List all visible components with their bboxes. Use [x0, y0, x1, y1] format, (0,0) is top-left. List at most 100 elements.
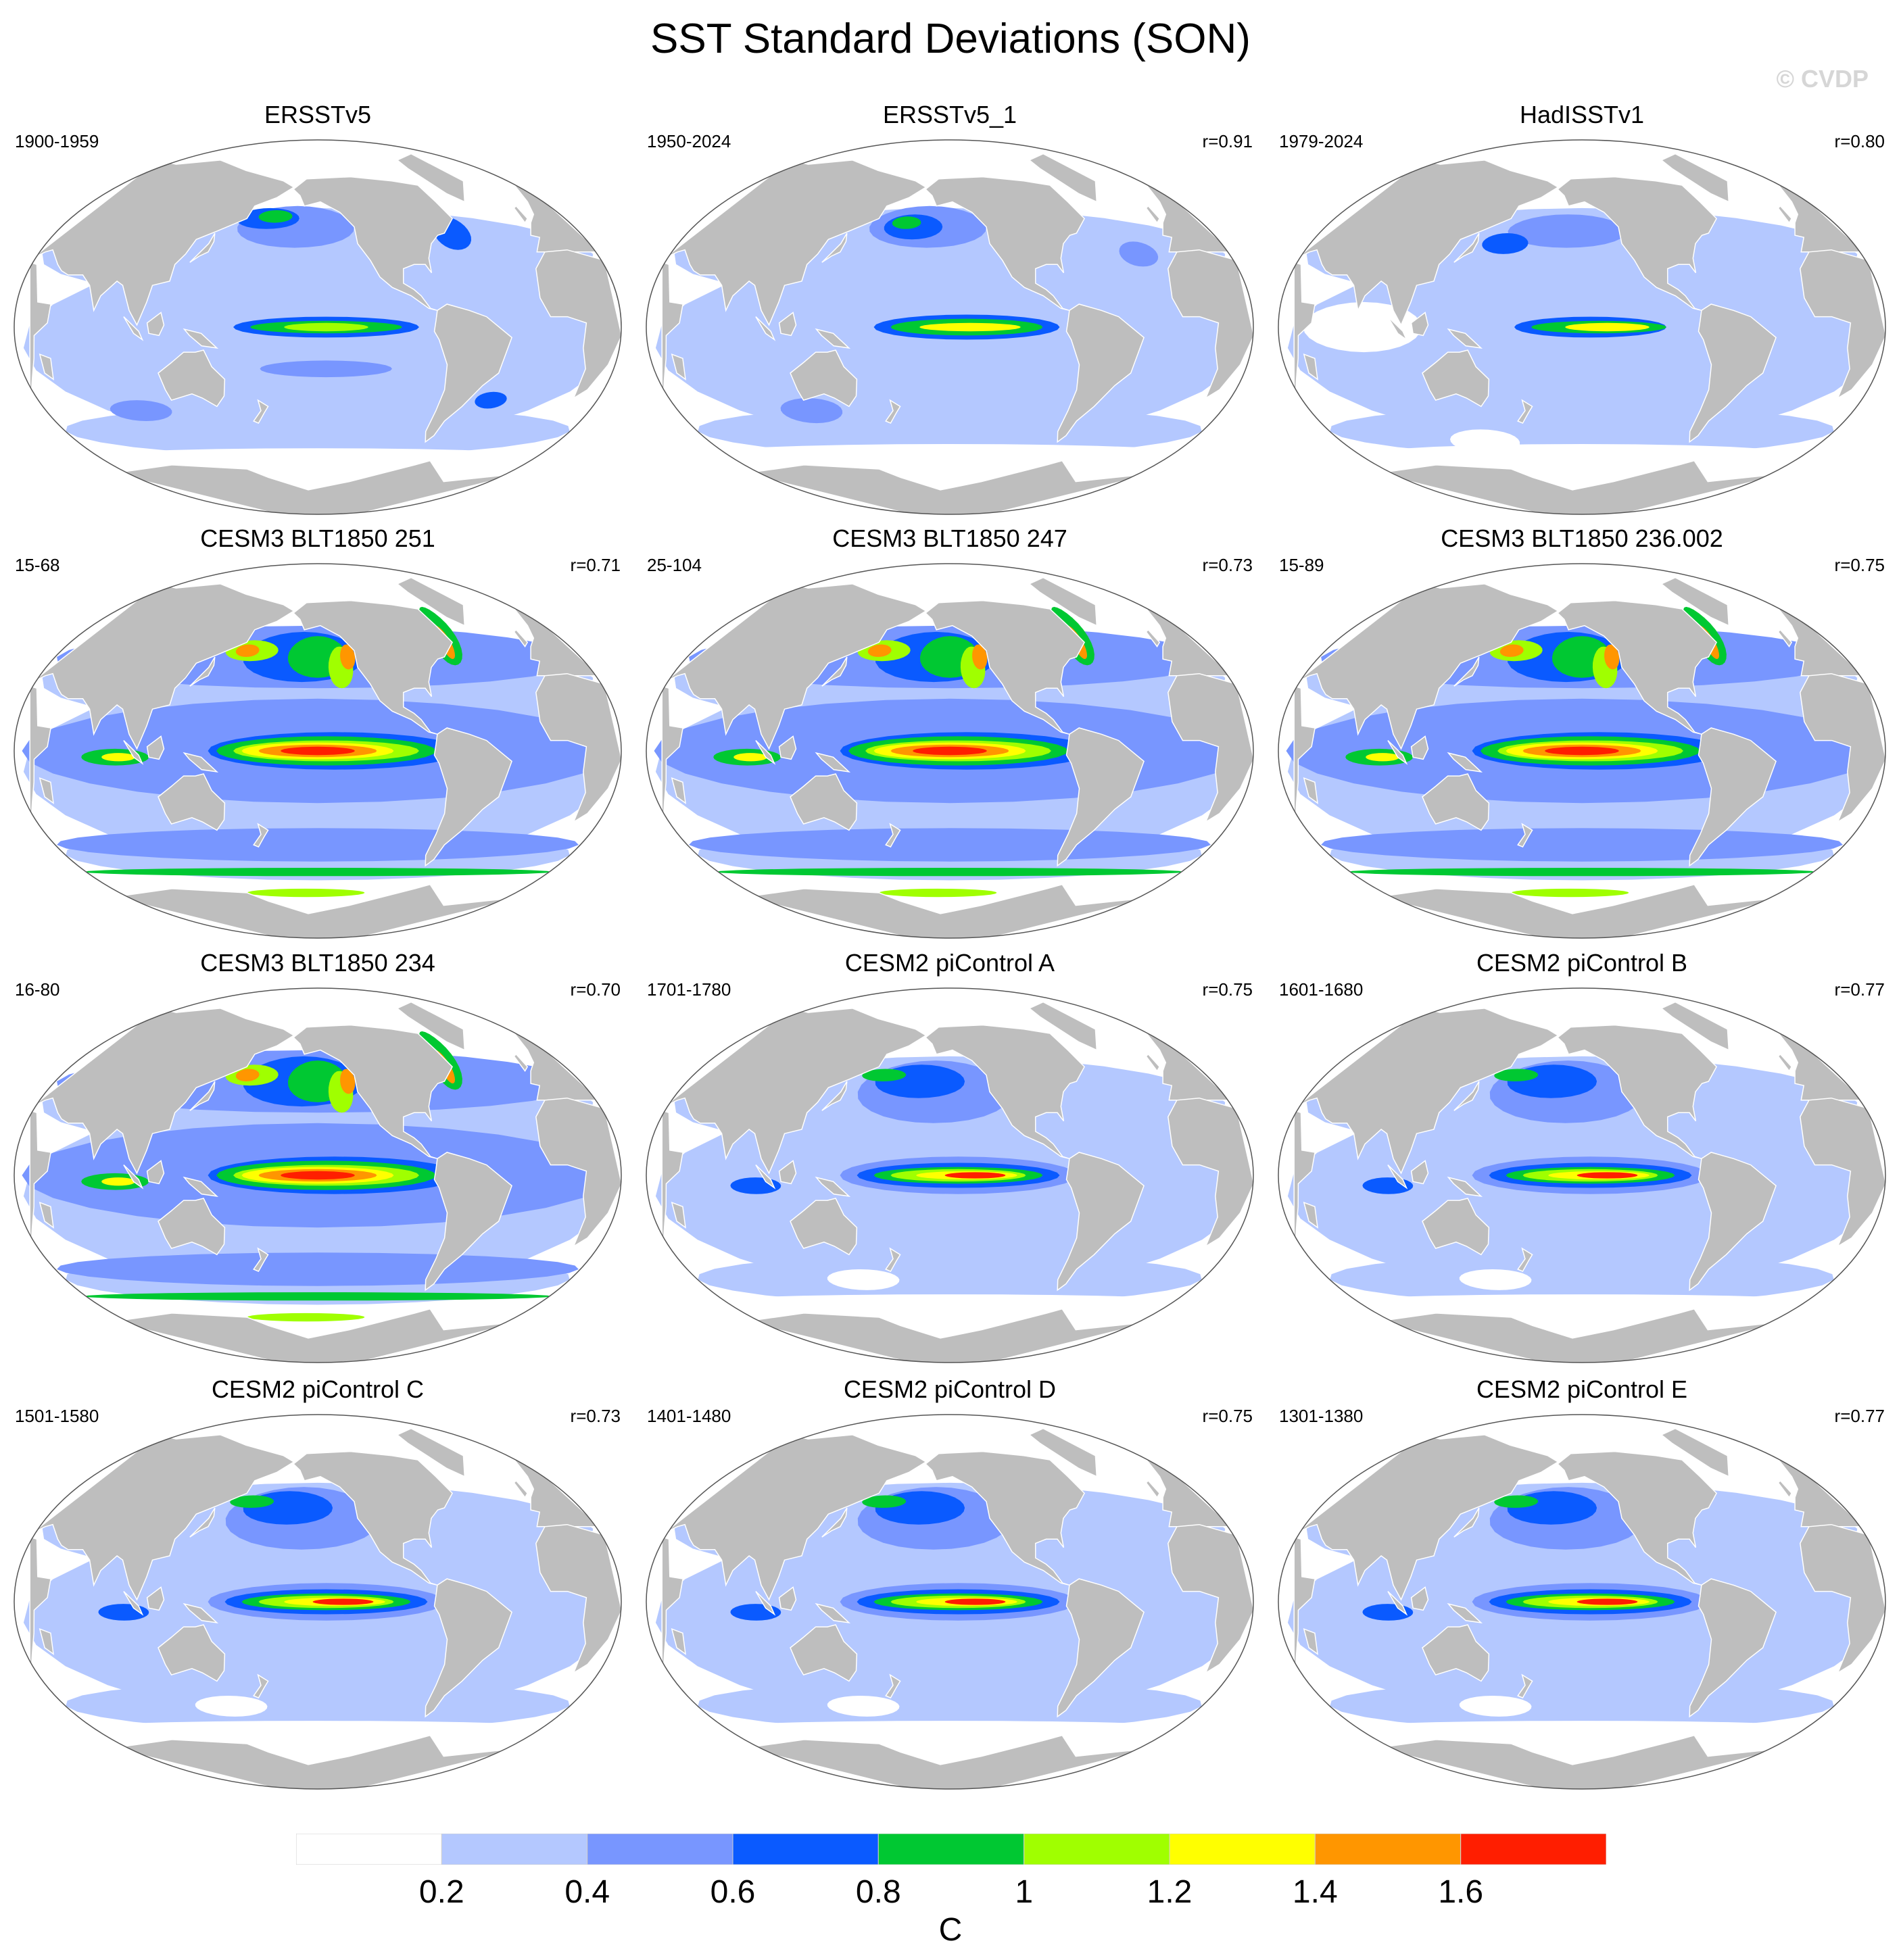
sst-contour: [247, 1313, 365, 1322]
sst-contour: [1352, 1294, 1812, 1307]
land-europe: [1774, 1029, 1865, 1101]
world-map: [14, 563, 622, 939]
map-outline: [646, 987, 1254, 1363]
sst-contour: [913, 746, 987, 756]
sst-contour: [1577, 1598, 1638, 1605]
land-japan: [821, 232, 848, 263]
panel-correlation: r=0.73: [570, 1406, 621, 1426]
world-map: [1278, 1414, 1886, 1790]
land-north-america: [924, 1024, 1086, 1160]
sst-contour: [827, 1269, 900, 1290]
land-new-guinea: [183, 1176, 219, 1197]
land-africa-west: [1800, 1523, 1885, 1674]
land-south-america: [425, 1578, 512, 1718]
land-borneo: [146, 1160, 165, 1185]
colorbar-swatch: [877, 1834, 1025, 1865]
land-eurasia: [1296, 583, 1560, 750]
map-panel: CESM2 piControl B 1601-1680 r=0.77: [1271, 948, 1893, 1381]
land-madagascar: [1303, 353, 1318, 381]
panel-period: 1401-1480: [647, 1406, 731, 1426]
land-sumatra: [123, 1165, 144, 1190]
sst-contour: [258, 210, 293, 223]
land-south-america: [425, 1152, 512, 1292]
land-greenland: [396, 577, 466, 627]
land-new-guinea: [1447, 1602, 1483, 1623]
land-north-america: [1556, 1024, 1718, 1160]
land-south-america: [1057, 1152, 1145, 1292]
panel-correlation: r=0.71: [570, 555, 621, 575]
land-australia: [1422, 1198, 1490, 1256]
sst-contour: [110, 400, 172, 421]
land-madagascar: [39, 1201, 54, 1229]
land-new-zealand: [885, 823, 901, 848]
land-greenland: [1660, 577, 1730, 627]
land-borneo: [778, 312, 797, 337]
land-south-america: [1689, 1152, 1777, 1292]
land-madagascar: [39, 777, 54, 804]
world-map: [646, 987, 1254, 1363]
panel-title: CESM3 BLT1850 236.002: [1441, 524, 1723, 552]
land-antarctica: [112, 1308, 523, 1363]
land-new-zealand: [253, 1247, 269, 1273]
land-britain: [513, 1479, 529, 1498]
world-map: [14, 1414, 622, 1790]
map-panel: CESM3 BLT1850 236.002 15-89 r=0.75: [1271, 524, 1893, 956]
land-sumatra: [123, 1591, 144, 1616]
land-south-america: [1057, 727, 1145, 867]
land-japan: [1453, 232, 1480, 263]
map-outline: [14, 563, 622, 939]
map-outline: [1278, 563, 1886, 939]
land-europe: [1142, 1029, 1233, 1101]
sst-contour: [720, 444, 1180, 461]
sst-contour: [281, 746, 355, 756]
sst-contour: [780, 398, 843, 424]
land-australia: [1422, 773, 1490, 831]
land-britain: [1145, 205, 1161, 224]
land-europe: [510, 180, 601, 253]
land-antarctica: [744, 1734, 1155, 1789]
land-north-america: [292, 599, 454, 735]
land-madagascar: [671, 777, 686, 804]
land-europe: [1774, 604, 1865, 677]
land-britain: [1145, 1053, 1161, 1072]
land-new-guinea: [183, 1602, 219, 1623]
panel-title: ERSSTv5: [264, 101, 372, 128]
sst-contour: [247, 888, 365, 898]
figure-title: SST Standard Deviations (SON): [650, 16, 1251, 62]
colorbar-tick-label: 1.4: [1292, 1874, 1338, 1910]
land-eurasia: [1296, 1008, 1560, 1175]
land-antarctica: [112, 1734, 523, 1789]
land-borneo: [146, 735, 165, 760]
land-north-america: [292, 1024, 454, 1160]
land-south-america: [1057, 303, 1145, 443]
map-panel: CESM3 BLT1850 234 16-80 r=0.70: [7, 948, 629, 1381]
map-panel: ERSSTv5_1 1950-2024 r=0.91: [639, 100, 1261, 533]
land-africa-west: [535, 1097, 621, 1248]
land-antarctica: [112, 460, 523, 514]
sst-contour: [879, 888, 997, 898]
map-outline: [1278, 1414, 1886, 1790]
land-japan: [189, 656, 216, 687]
land-greenland: [1028, 1001, 1098, 1051]
sst-contour: [720, 1294, 1180, 1307]
land-antarctica: [744, 883, 1155, 938]
world-map: [14, 987, 622, 1363]
panel-correlation: r=0.70: [570, 979, 621, 1000]
land-north-america: [292, 176, 454, 312]
sst-contour: [235, 1069, 260, 1081]
land-australia: [1422, 349, 1490, 408]
world-map: [1278, 563, 1886, 939]
sst-contour: [312, 1598, 374, 1605]
colorbar-swatch: [1024, 1834, 1170, 1865]
map-outline: [646, 563, 1254, 939]
panel-correlation: r=0.80: [1834, 131, 1885, 151]
world-map: [14, 139, 622, 515]
map-panel: ERSSTv5 1900-1959: [7, 100, 629, 533]
land-antarctica: [1376, 1308, 1787, 1363]
world-map: [1278, 987, 1886, 1363]
land-europe: [1142, 1455, 1233, 1527]
land-north-america: [1556, 1450, 1718, 1586]
sst-contour: [733, 753, 768, 762]
sst-contour: [1494, 1069, 1539, 1081]
land-britain: [513, 629, 529, 647]
